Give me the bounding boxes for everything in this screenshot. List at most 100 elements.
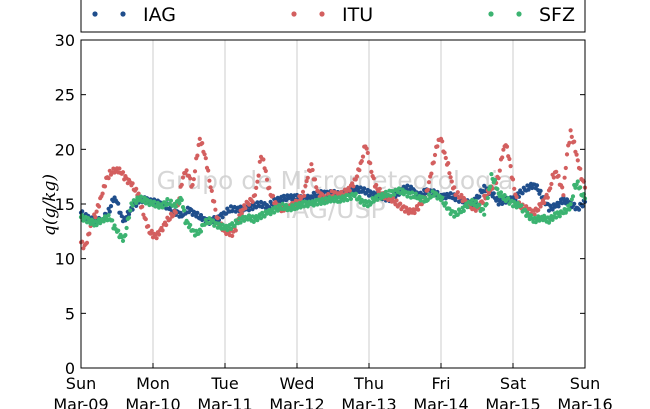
point-itu: [551, 175, 556, 180]
point-itu: [212, 199, 217, 204]
point-iag: [448, 191, 453, 196]
point-itu: [425, 187, 430, 192]
point-itu: [360, 154, 366, 159]
point-sfz: [413, 191, 418, 196]
point-sfz: [357, 194, 362, 200]
point-itu: [171, 213, 176, 218]
point-itu: [184, 168, 189, 173]
point-sfz: [522, 207, 528, 212]
point-itu: [568, 128, 573, 133]
point-itu: [357, 168, 362, 173]
point-sfz: [225, 227, 230, 233]
point-sfz: [101, 219, 106, 224]
legend-items: IAG ITU SFZ: [92, 4, 575, 26]
point-itu: [398, 201, 403, 206]
point-sfz: [124, 225, 129, 231]
point-itu: [309, 162, 314, 167]
point-itu: [143, 217, 148, 222]
point-itu: [447, 171, 452, 176]
point-iag: [496, 202, 501, 207]
point-sfz: [126, 215, 132, 220]
point-itu: [435, 144, 440, 149]
point-iag: [405, 183, 410, 188]
point-iag: [477, 194, 482, 199]
point-sfz: [168, 198, 174, 203]
point-itu: [120, 170, 126, 175]
point-itu: [374, 182, 379, 188]
point-itu: [164, 222, 169, 228]
point-itu: [561, 193, 566, 198]
point-sfz: [482, 212, 487, 217]
point-sfz: [152, 199, 157, 204]
point-sfz: [477, 202, 482, 208]
x-tick-day-label: Wed: [280, 374, 315, 393]
x-axis: Sun Mar-09 Mon Mar-10 Tue Mar-11 Wed Mar-12 Thu M…: [53, 363, 613, 409]
point-itu: [206, 168, 211, 173]
point-iag: [576, 207, 582, 212]
point-iag: [310, 196, 315, 201]
point-sfz: [554, 215, 559, 220]
point-itu: [567, 140, 572, 145]
legend: IAG ITU SFZ: [80, 0, 586, 33]
point-itu: [562, 175, 567, 180]
point-sfz: [348, 196, 354, 201]
point-itu: [190, 182, 195, 188]
y-tick-label: 20: [55, 140, 75, 159]
x-tick-date-label: Mar-11: [197, 395, 252, 409]
point-sfz: [345, 198, 350, 203]
legend-box: [80, 0, 586, 33]
legend-marker: [92, 11, 98, 17]
point-iag: [453, 198, 458, 203]
x-tick-day-label: Thu: [353, 374, 384, 393]
point-itu: [532, 212, 537, 217]
point-itu: [572, 139, 577, 144]
point-sfz: [110, 218, 115, 223]
point-sfz: [268, 212, 273, 217]
legend-marker: [120, 11, 126, 17]
point-itu: [197, 136, 202, 141]
point-sfz: [375, 197, 380, 202]
point-sfz: [383, 189, 388, 194]
point-sfz: [488, 184, 493, 189]
point-sfz: [165, 197, 170, 202]
point-itu: [267, 185, 272, 190]
point-iag: [456, 199, 462, 204]
point-sfz: [272, 210, 277, 215]
point-sfz: [179, 197, 184, 203]
point-itu: [549, 181, 554, 187]
point-iag: [556, 204, 561, 209]
point-itu: [305, 175, 310, 180]
point-itu: [368, 161, 373, 166]
legend-marker: [319, 11, 325, 17]
point-itu: [167, 217, 172, 222]
x-tick-day-label: Mon: [136, 374, 170, 393]
y-tick-label: 0: [65, 359, 75, 378]
point-iag: [491, 191, 496, 196]
x-tick-date-label: Mar-14: [413, 395, 468, 409]
point-itu: [263, 168, 268, 174]
point-itu: [173, 210, 178, 215]
point-sfz: [160, 205, 165, 210]
point-iag: [108, 204, 114, 209]
point-itu: [195, 153, 200, 158]
point-itu: [304, 179, 309, 184]
point-sfz: [280, 201, 285, 206]
point-itu: [364, 146, 369, 151]
point-itu: [252, 193, 258, 198]
point-sfz: [232, 223, 237, 229]
point-iag: [230, 209, 235, 214]
point-itu: [156, 232, 162, 237]
point-iag: [126, 212, 132, 217]
point-itu: [255, 179, 260, 184]
point-itu: [134, 186, 139, 191]
x-tick-date-label: Mar-13: [341, 395, 396, 409]
point-itu: [203, 156, 208, 161]
point-itu: [250, 199, 255, 204]
point-itu: [369, 169, 374, 174]
point-sfz: [461, 208, 466, 213]
point-sfz: [106, 213, 111, 218]
point-itu: [149, 228, 154, 233]
point-itu: [446, 161, 451, 166]
point-iag: [198, 213, 204, 218]
point-iag: [358, 185, 363, 190]
